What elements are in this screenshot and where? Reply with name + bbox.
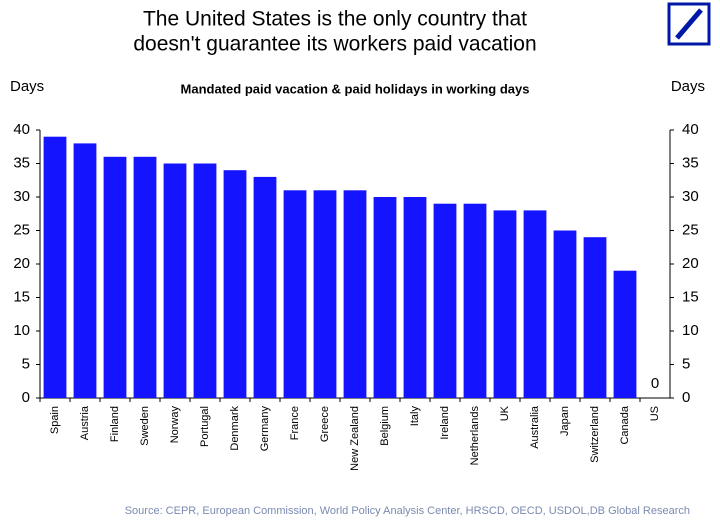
x-tick-label: Finland (109, 406, 121, 442)
x-tick-label: Spain (49, 406, 61, 434)
x-tick-label: Portugal (199, 406, 211, 447)
x-tick-label: Denmark (229, 406, 241, 451)
y-tick-label: 30 (13, 188, 30, 205)
y-tick-label: 0 (22, 389, 30, 406)
y2-tick-label: 35 (682, 154, 699, 171)
data-label: 0 (651, 375, 659, 392)
bar (43, 136, 67, 398)
y2-tick-label: 25 (682, 221, 699, 238)
bar (373, 197, 397, 398)
y2-tick-label: 10 (682, 322, 699, 339)
bar (403, 197, 427, 398)
x-tick-label: Belgium (379, 406, 391, 446)
bar (73, 143, 97, 398)
bar (343, 190, 367, 398)
bar (583, 237, 607, 398)
bar (193, 163, 217, 398)
chart-title: doesn't guarantee its workers paid vacat… (133, 33, 536, 56)
y2-axis-label: Days (671, 78, 705, 95)
y-tick-label: 35 (13, 154, 30, 171)
y2-tick-label: 30 (682, 188, 699, 205)
chart-title: The United States is the only country th… (143, 8, 527, 31)
x-tick-label: UK (499, 405, 511, 421)
chart-subtitle: Mandated paid vacation & paid holidays i… (181, 81, 530, 96)
y-tick-label: 20 (13, 255, 30, 272)
bar (253, 176, 277, 398)
logo (667, 2, 711, 46)
source-note: Source: CEPR, European Commission, World… (125, 505, 690, 517)
bar (313, 190, 337, 398)
y2-tick-label: 0 (682, 389, 690, 406)
x-tick-label: Netherlands (469, 406, 481, 466)
x-tick-label: Greece (319, 406, 331, 442)
y-tick-label: 40 (13, 121, 30, 138)
bar (613, 270, 637, 398)
x-tick-label: Ireland (439, 406, 451, 440)
bar (283, 190, 307, 398)
x-tick-label: New Zealand (349, 406, 361, 471)
x-tick-label: Japan (559, 406, 571, 436)
bar (463, 203, 487, 398)
y2-tick-label: 15 (682, 288, 699, 305)
bar (103, 156, 127, 398)
x-tick-label: Germany (259, 406, 271, 452)
bar (163, 163, 187, 398)
y-tick-label: 10 (13, 322, 30, 339)
x-tick-label: Austria (79, 405, 91, 440)
bar (133, 156, 157, 398)
y2-tick-label: 20 (682, 255, 699, 272)
x-tick-label: Sweden (139, 406, 151, 446)
x-tick-label: Norway (169, 406, 181, 444)
x-tick-label: Italy (409, 406, 421, 427)
bar (493, 210, 517, 398)
x-tick-label: Canada (619, 405, 631, 444)
y-tick-label: 15 (13, 288, 30, 305)
y-tick-label: 5 (22, 355, 30, 372)
bar (523, 210, 547, 398)
x-tick-label: Australia (529, 405, 541, 449)
x-tick-label: Switzerland (589, 406, 601, 463)
bar (223, 170, 247, 398)
y-tick-label: 25 (13, 221, 30, 238)
y2-tick-label: 5 (682, 355, 690, 372)
bar (553, 230, 577, 398)
x-tick-label: US (649, 406, 661, 421)
y-axis-label: Days (10, 78, 44, 95)
x-tick-label: France (289, 406, 301, 440)
y2-tick-label: 40 (682, 121, 699, 138)
bar (433, 203, 457, 398)
